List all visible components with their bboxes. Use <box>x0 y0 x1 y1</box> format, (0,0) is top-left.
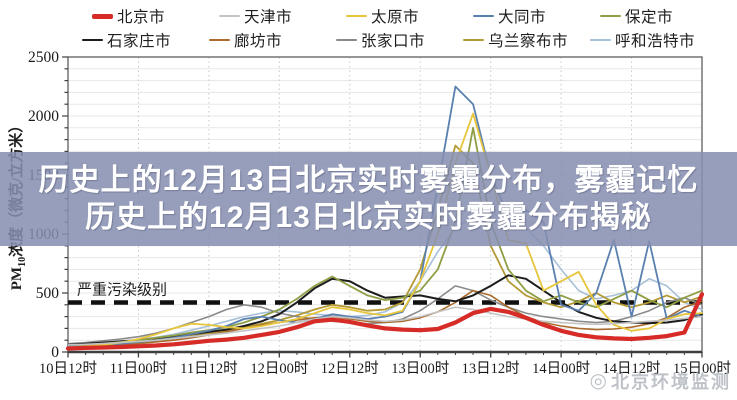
legend-label: 北京市 <box>117 9 166 26</box>
legend-item-廊坊市: 廊坊市 <box>209 29 336 51</box>
legend-label: 呼和浩特市 <box>615 33 696 50</box>
legend-row-2: 石家庄市 廊坊市 张家口市 乌兰察布市 呼和浩特市 <box>0 28 737 52</box>
legend-swatch <box>92 13 113 19</box>
legend-label: 廊坊市 <box>234 33 283 50</box>
watermark-text: 北京环境监测 <box>611 372 731 392</box>
legend-item-北京市: 北京市 <box>92 5 219 27</box>
series-line-北京市 <box>65 292 705 351</box>
severe-pollution-threshold-label: 严重污染级别 <box>77 281 167 298</box>
legend-item-天津市: 天津市 <box>219 5 346 27</box>
series-line-廊坊市 <box>67 289 703 349</box>
legend-item-保定市: 保定市 <box>600 5 727 27</box>
legend-swatch <box>600 14 621 18</box>
legend-swatch <box>336 38 357 42</box>
series-line-天津市 <box>67 306 703 346</box>
axis-tick-label: 12日12时 <box>321 360 379 377</box>
legend-label: 天津市 <box>244 9 293 26</box>
overlay-title-line-1: 历史上的12月13日北京实时雾霾分布，雾霾记忆 <box>38 163 699 197</box>
chart-legend: 北京市 天津市 太原市 大同市 保定市 石家庄市 廊坊市 张家口市 乌兰察布市 呼和浩特市 <box>0 4 737 52</box>
axis-tick-label: 14日12时 <box>603 360 661 377</box>
legend-item-乌兰察布市: 乌兰察布市 <box>463 29 590 51</box>
legend-item-张家口市: 张家口市 <box>336 29 463 51</box>
legend-row-1: 北京市 天津市 太原市 大同市 保定市 <box>0 4 737 28</box>
legend-label: 太原市 <box>371 9 420 26</box>
circle-logo-icon: ◎ <box>589 370 607 392</box>
series-line-保定市 <box>67 126 703 347</box>
legend-swatch <box>82 38 103 42</box>
axis-tick-label: 2000 <box>28 108 59 125</box>
legend-item-石家庄市: 石家庄市 <box>82 29 209 51</box>
overlay-title-line-2: 历史上的12月13日北京实时雾霾分布揭秘 <box>85 200 652 234</box>
legend-swatch <box>590 38 611 42</box>
axis-tick-label: 13日00时 <box>391 360 449 377</box>
watermark: ◎ 北京环境监测 <box>590 368 731 394</box>
series-line-太原市 <box>67 112 703 349</box>
legend-label: 石家庄市 <box>107 33 172 50</box>
axis-tick-label: 14日00时 <box>532 360 590 377</box>
axis-tick-label: 500 <box>36 285 60 302</box>
legend-swatch <box>209 38 230 42</box>
legend-label: 张家口市 <box>361 33 426 50</box>
legend-label: 保定市 <box>625 9 674 26</box>
legend-item-呼和浩特市: 呼和浩特市 <box>590 29 717 51</box>
legend-label: 乌兰察布市 <box>488 33 569 50</box>
legend-swatch <box>473 14 494 18</box>
legend-swatch <box>219 14 240 18</box>
legend-item-大同市: 大同市 <box>473 5 600 27</box>
series-line-石家庄市 <box>67 274 703 346</box>
legend-item-太原市: 太原市 <box>346 5 473 27</box>
axis-tick-label: 11日00时 <box>110 360 167 377</box>
legend-swatch <box>346 14 367 18</box>
title-overlay-band: 历史上的12月13日北京实时雾霾分布，雾霾记忆 历史上的12月13日北京实时雾霾… <box>0 152 737 246</box>
axis-tick-label: 10日12时 <box>39 360 97 377</box>
series-line-呼和浩特市 <box>67 212 703 346</box>
axis-tick-label: 2500 <box>28 49 59 66</box>
legend-swatch <box>463 38 484 42</box>
legend-label: 大同市 <box>498 9 547 26</box>
axis-tick-label: 0 <box>51 344 59 361</box>
axis-tick-label: 11日12时 <box>180 360 237 377</box>
axis-tick-label: 15日00时 <box>673 360 731 377</box>
axis-tick-label: 13日12时 <box>462 360 520 377</box>
axis-tick-label: 12日00时 <box>250 360 308 377</box>
